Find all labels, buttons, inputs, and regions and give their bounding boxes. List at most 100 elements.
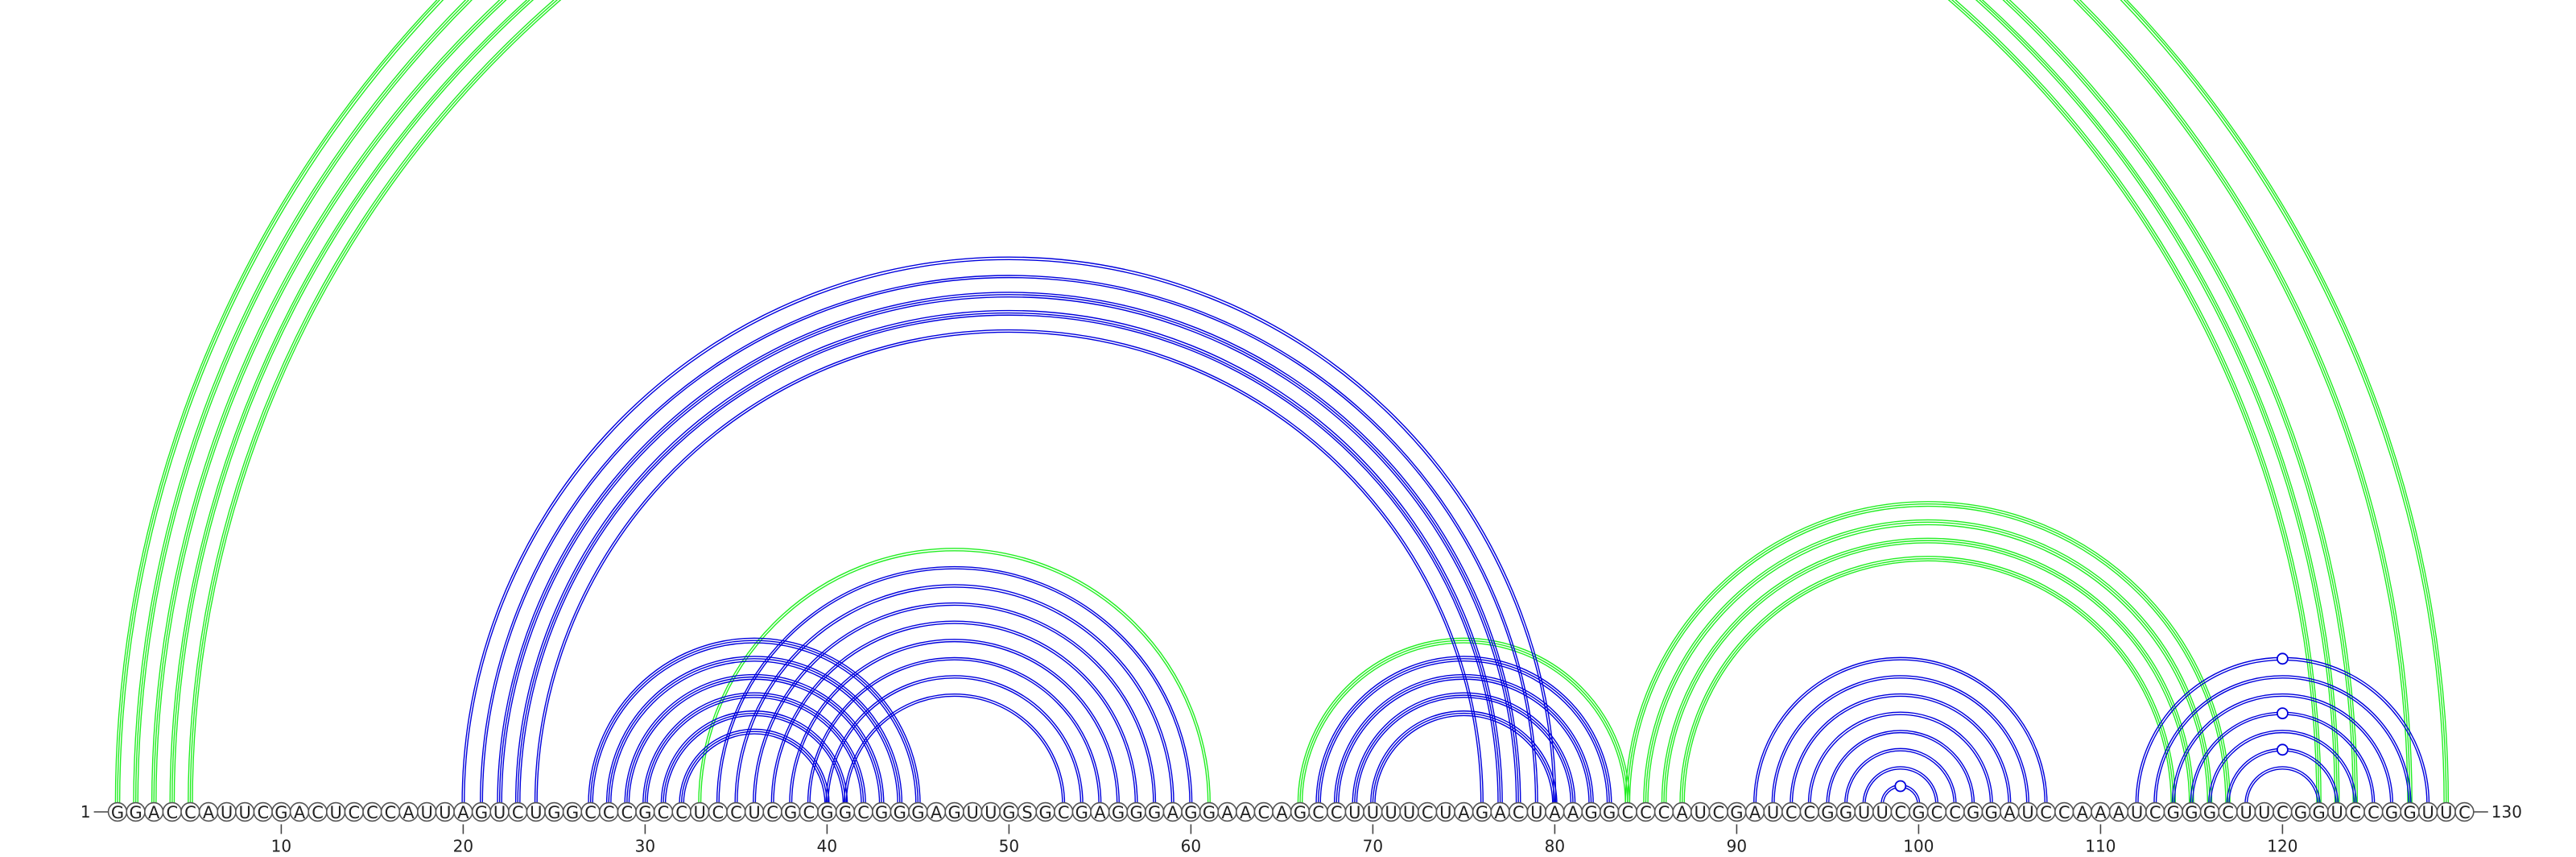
base-pair-arc-20-80 <box>461 256 1557 805</box>
nucleotide-67: C <box>1308 801 1328 822</box>
base-pair-arc-91-107 <box>1753 656 2048 805</box>
end-position-label: 130 <box>2491 802 2522 822</box>
arc-strand <box>1643 519 2213 805</box>
base-pair-arc-5-122 <box>188 0 2322 805</box>
arc-strand <box>1338 678 1590 805</box>
nucleotide-letter: G <box>820 803 833 822</box>
arc-strand <box>481 277 1537 805</box>
arc-strand <box>2171 693 2393 805</box>
arc-strand <box>646 697 862 805</box>
arc-strand <box>133 0 2413 805</box>
nucleotide-10: G <box>271 801 291 822</box>
nucleotide-117: C <box>2218 801 2238 822</box>
nucleotide-29: C <box>617 801 637 822</box>
nucleotide-88: U <box>1690 801 1711 822</box>
arc-strand <box>118 0 2445 805</box>
nucleotide-103: G <box>1963 801 1984 822</box>
nucleotide-letter: U <box>2258 803 2270 822</box>
tick-label: 60 <box>1181 836 1201 855</box>
tick-60: 60 <box>1181 824 1201 855</box>
nucleotide-31: C <box>653 801 674 822</box>
nucleotide-letter: C <box>1058 803 1070 822</box>
nucleotide-115: G <box>2182 801 2202 822</box>
nucleotide-106: U <box>2017 801 2038 822</box>
base-pair-arc-68-82 <box>1333 673 1594 805</box>
tick-120: 120 <box>2267 824 2297 855</box>
base-pair-arc-36-58 <box>753 602 1157 805</box>
nucleotide-97: U <box>1854 801 1874 822</box>
nucleotide-128: U <box>2418 801 2438 822</box>
nucleotide-letter: U <box>1348 803 1360 822</box>
base-pair-arc-118-122 <box>2244 766 2321 805</box>
nucleotide-68: C <box>1326 801 1347 822</box>
base-pair-arc-35-59 <box>734 584 1174 805</box>
nucleotide-26: G <box>562 801 583 822</box>
tick-label: 110 <box>2085 836 2116 855</box>
nucleotide-letter: A <box>457 803 469 822</box>
tick-70: 70 <box>1363 824 1383 855</box>
nucleotide-letter: C <box>1331 803 1343 822</box>
arc-strand <box>605 656 903 805</box>
arc-strand <box>773 623 1136 805</box>
nucleotide-letter: A <box>1094 803 1106 822</box>
arc-strand <box>501 296 1517 805</box>
nucleotide-letter: G <box>784 803 797 822</box>
nucleotide-91: A <box>1744 801 1765 822</box>
arc-strand <box>117 0 2447 805</box>
nucleotide-28: C <box>598 801 619 822</box>
arc-strand <box>844 693 1066 805</box>
tick-80: 80 <box>1545 824 1565 855</box>
base-pair-arc-85-116 <box>1643 519 2213 805</box>
tick-label: 40 <box>817 836 837 855</box>
arc-strand <box>2208 730 2357 805</box>
nucleotide-21: G <box>471 801 492 822</box>
arc-strand <box>1791 695 2009 805</box>
nucleotide-92: U <box>1763 801 1783 822</box>
nucleotide-letter: C <box>1803 803 1815 822</box>
base-pair-arc-94-104 <box>1807 711 1993 805</box>
nucleotide-82: G <box>1581 801 1601 822</box>
nucleotide-letter: C <box>1894 803 1906 822</box>
nucleotide-letter: G <box>1075 803 1088 822</box>
nucleotide-letter: C <box>1257 803 1269 822</box>
nucleotide-letter: C <box>366 803 378 822</box>
arc-strand <box>1828 731 1973 805</box>
arc-strand <box>519 314 1499 805</box>
tick-110: 110 <box>2085 824 2116 855</box>
nucleotide-letter: G <box>1912 803 1925 822</box>
nucleotide-54: G <box>1071 801 1092 822</box>
arc-strand <box>2155 677 2409 805</box>
nucleotide-56: G <box>1108 801 1129 822</box>
arc-strand <box>480 275 1538 805</box>
tick-20: 20 <box>453 824 473 855</box>
nucleotide-123: U <box>2327 801 2347 822</box>
nucleotide-letter: A <box>203 803 215 822</box>
base-pair-arc-38-56 <box>789 639 1120 805</box>
arc-strand <box>1319 660 1608 805</box>
nucleotide-letter: C <box>1785 803 1798 822</box>
nucleotide-letter: C <box>385 803 397 822</box>
arc-strand <box>2174 695 2392 805</box>
arc-strand <box>151 0 2359 805</box>
base-pair-arc-84-117 <box>1624 501 2231 805</box>
arc-strand <box>1663 540 2193 805</box>
nucleotide-114: G <box>2163 801 2184 822</box>
nucleotide-letter: C <box>512 803 524 822</box>
arc-strand <box>608 658 901 805</box>
arc-strand <box>809 659 1100 805</box>
nucleotide-letter: A <box>931 803 943 822</box>
nucleotide-letter: G <box>275 803 287 822</box>
base-pair-arc-92-106 <box>1771 675 2029 805</box>
arc-strand <box>173 0 2336 805</box>
arc-strand <box>497 292 1521 805</box>
nucleotide-letter: G <box>2203 803 2216 822</box>
arc-strand <box>663 712 846 805</box>
nucleotide-letter: C <box>675 803 687 822</box>
nucleotide-3: A <box>144 801 164 822</box>
nucleotide-20: A <box>453 801 473 822</box>
nucleotide-74: U <box>1435 801 1456 822</box>
nucleotide-letter: G <box>894 803 906 822</box>
arc-strand <box>1826 730 1975 805</box>
nucleotide-letter: C <box>1312 803 1324 822</box>
nucleotide-130: C <box>2454 801 2475 822</box>
